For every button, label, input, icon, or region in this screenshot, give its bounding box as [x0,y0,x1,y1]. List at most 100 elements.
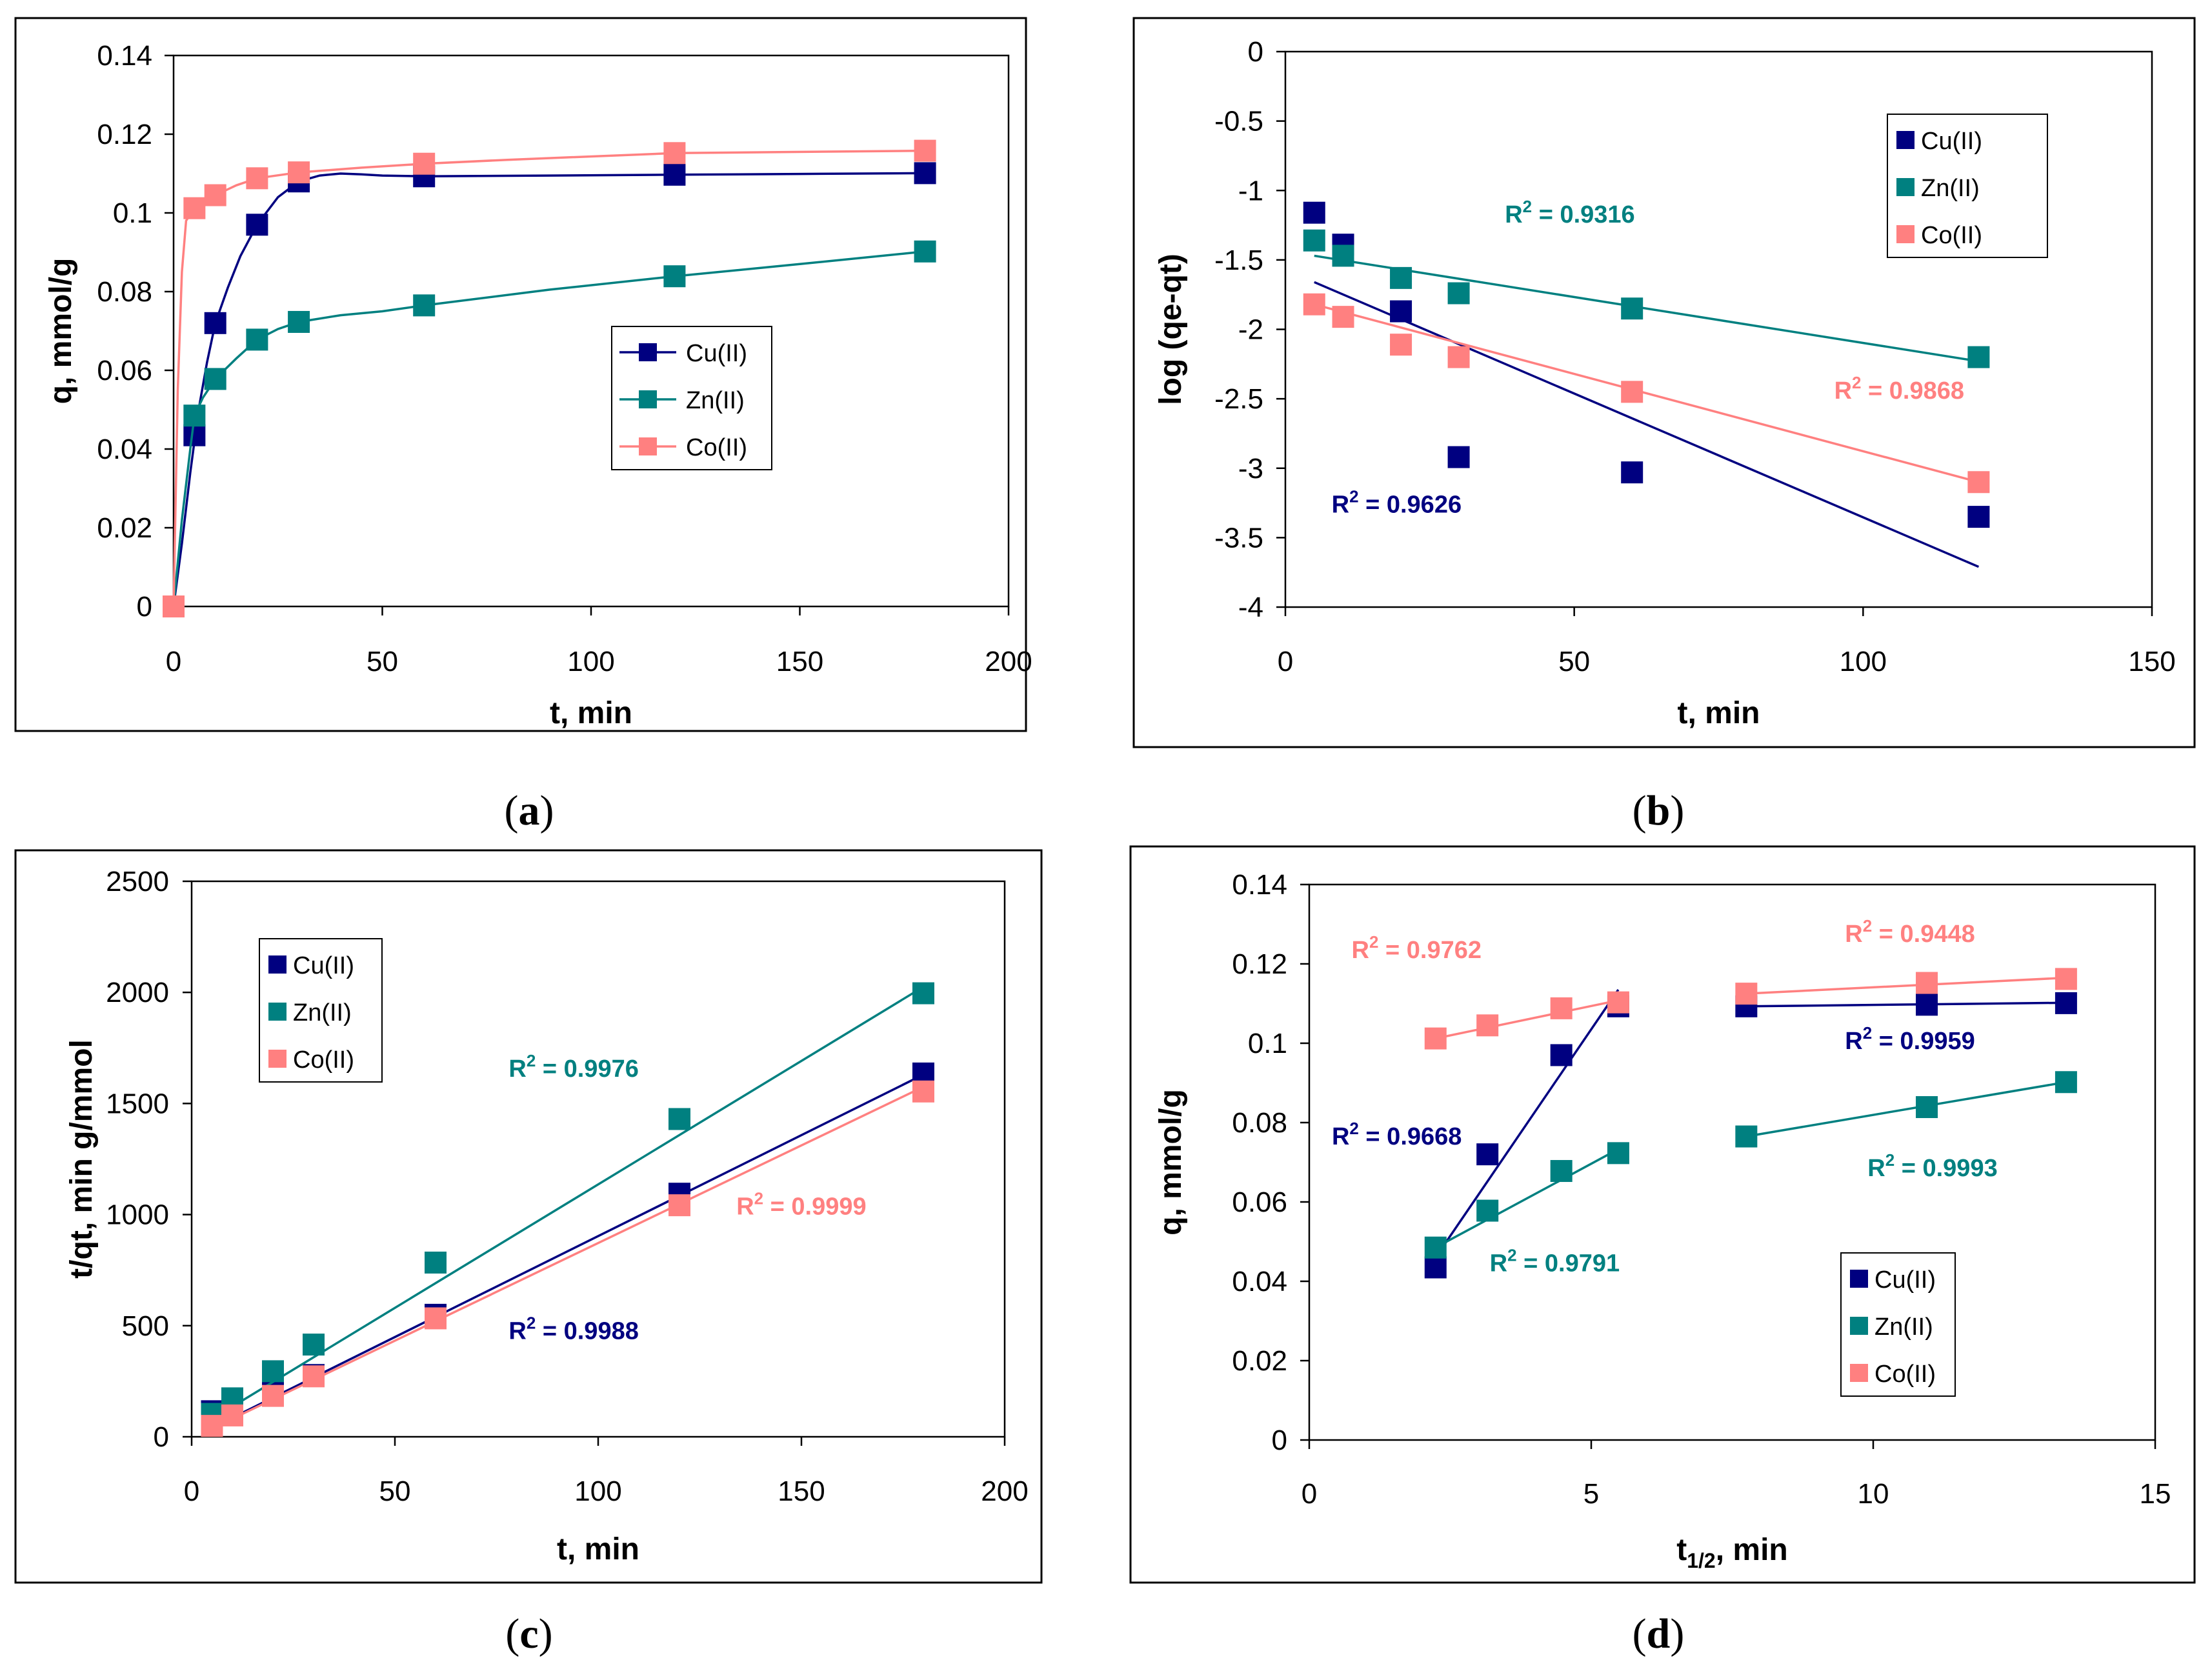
y-tick-label: 0 [1272,1425,1287,1456]
y-axis-label: log (qe-qt) [1154,254,1188,405]
data-point-znii [668,1108,690,1130]
x-axis-label: t, min [557,1532,639,1566]
data-point-cuii [2055,992,2077,1014]
legend-label: Co(II) [293,1046,354,1074]
data-point-cuii [1447,446,1470,468]
x-tick-label: 5 [1583,1478,1599,1510]
r2-letter: R [1834,377,1852,405]
r2-exponent: 2 [527,1313,536,1332]
data-point-coii [1332,306,1354,328]
r2-value: = 0.9976 [536,1055,639,1083]
y-tick-label: -3 [1238,453,1263,485]
fit-line-coii [1314,303,1979,483]
data-point-cuii [1303,201,1325,224]
legend-marker [268,1050,286,1068]
y-tick-label: 2000 [106,977,169,1008]
data-point-znii [1332,245,1354,267]
data-point-znii [425,1251,447,1274]
data-point-coii [183,197,206,219]
y-tick-label: 2500 [106,866,169,897]
panel-tag-open: ( [505,1610,519,1657]
data-point-coii [163,595,185,617]
r2-annotation: R2 = 0.9988 [508,1313,638,1345]
y-tick-label: 0.02 [97,512,152,544]
x-axis-label: t, min [550,696,632,730]
r2-exponent: 2 [527,1051,536,1070]
data-point-znii [246,328,268,351]
r2-letter: R [1490,1250,1507,1277]
r2-exponent: 2 [1349,1119,1358,1138]
panel-tag-letter: b [1647,787,1671,834]
r2-letter: R [1352,937,1369,964]
y-tick-label: 0.1 [1248,1028,1287,1059]
plot-area [1308,883,2156,1441]
r2-exponent: 2 [754,1189,763,1208]
r2-exponent: 2 [1863,1023,1872,1043]
legend-label: Co(II) [686,434,747,461]
panel-frame [14,17,1027,732]
data-point-cuii [1424,1256,1447,1279]
r2-value: = 0.9868 [1861,377,1964,405]
series-line-znii [172,250,925,607]
y-tick-label: 0.06 [1232,1186,1287,1218]
y-tick-label: 1500 [106,1088,169,1119]
panel-a: 0 0.02 0.04 0.06 0.08 0.1 0.12 0.14 0 50 100 150 200… [14,17,1032,834]
r2-letter: R [1505,201,1522,228]
x-tick-label: 150 [776,646,823,677]
data-point-coii [262,1385,284,1407]
r2-letter: R [1867,1155,1885,1182]
x-tick-label: 0 [1278,646,1293,677]
legend-marker [1850,1317,1868,1335]
data-point-cuii [183,424,206,446]
legend-marker [1896,178,1915,196]
data-point-coii [303,1365,325,1388]
series-line-cuii [172,172,925,607]
panel-tag-letter: a [519,787,540,834]
r2-value: = 0.9791 [1517,1250,1620,1277]
panel-tag-open: ( [505,787,519,834]
r2-letter: R [1845,921,1862,948]
data-point-coii [221,1404,243,1426]
r2-annotation: R2 = 0.9448 [1845,916,1975,948]
data-point-coii [912,1080,934,1103]
r2-exponent: 2 [1852,373,1861,392]
legend-marker [1850,1364,1868,1382]
y-tick-label: -2.5 [1214,383,1263,415]
legend-label: Zn(II) [293,999,352,1026]
r2-exponent: 2 [1885,1150,1894,1170]
y-tick-label: -2 [1238,314,1263,346]
panel-frame [14,849,1043,1584]
x-tick-label: 0 [184,1475,199,1507]
x-tick-label: 100 [574,1475,621,1507]
legend: Cu(II) Zn(II) Co(II) [259,938,383,1083]
data-point-znii [2055,1071,2077,1094]
y-tick-label: 0 [1248,36,1263,68]
panel-c: 0 500 1000 1500 2000 2500 0 50 100 150 200 t, min t/… [14,849,1043,1657]
r2-value: = 0.9988 [536,1317,639,1345]
r2-annotation: R2 = 0.9993 [1867,1150,1997,1182]
y-axis-label: q, mmol/g [44,258,78,405]
legend: Cu(II) Zn(II) Co(II) [611,326,772,470]
y-axis-label: q, mmol/g [1154,1089,1188,1235]
data-point-coii [1967,471,1990,494]
fit-line-cuii [1434,988,1620,1259]
series-line-coii [172,149,925,607]
x-tick-label: 150 [778,1475,825,1507]
x-tick-label: 200 [981,1475,1028,1507]
data-point-cuii [1550,1044,1573,1066]
y-tick-label: 0.12 [97,119,152,150]
data-point-znii [413,294,436,317]
x-tick-label: 0 [1302,1478,1317,1510]
panel-tag-open: ( [1633,1610,1647,1657]
r2-annotation: R2 = 0.9868 [1834,373,1964,405]
y-tick-label: 0.02 [1232,1345,1287,1377]
data-point-znii [1621,297,1643,320]
panel-tag-close: ) [1670,1610,1684,1657]
data-point-coii [425,1307,447,1330]
panel-tag-letter: d [1647,1610,1671,1657]
legend: Cu(II) Zn(II) Co(II) [1840,1252,1956,1397]
panel-tag-close: ) [1670,787,1684,834]
panel-tag-letter: c [519,1610,538,1657]
panel-tag: (d) [1633,1610,1685,1657]
